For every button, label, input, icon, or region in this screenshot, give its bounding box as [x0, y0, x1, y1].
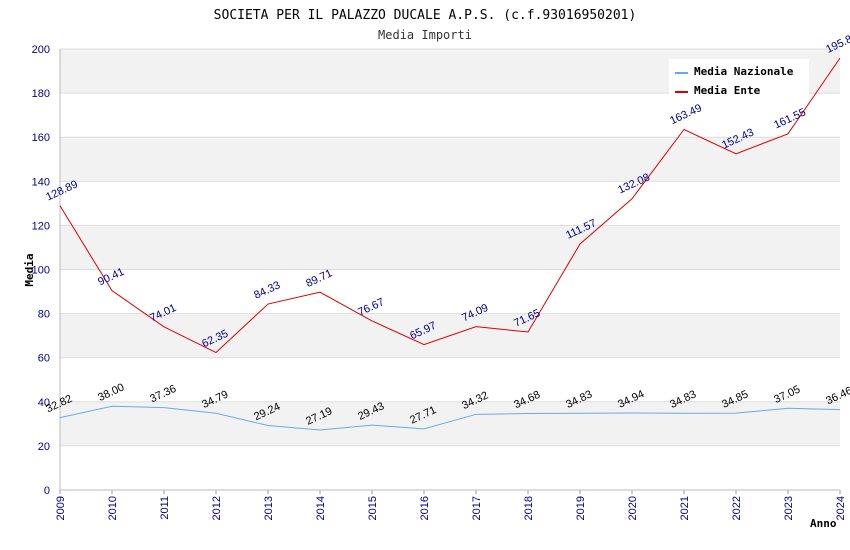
y-tick-label: 60: [38, 353, 50, 365]
y-tick-label: 0: [44, 485, 50, 497]
x-tick-label: 2011: [159, 496, 171, 520]
x-tick-label: 2021: [679, 496, 691, 520]
plot-band: [60, 445, 840, 490]
y-tick-label: 100: [32, 265, 50, 277]
legend: Media Nazionale Media Ente: [669, 59, 809, 100]
y-tick-label: 20: [38, 441, 50, 453]
chart-subtitle: Media Importi: [378, 28, 472, 42]
plot-band: [60, 225, 840, 270]
y-tick-labels: 0 20 40 60 80 100 120 140 160 180 200: [32, 44, 50, 497]
x-tick-labels: 2009 2010 2011 2012 2013 2014 2015 2016 2017 2018…: [55, 496, 847, 520]
plot-band: [60, 401, 840, 446]
y-tick-label: 200: [32, 44, 50, 56]
y-axis-title: Media: [23, 253, 36, 286]
x-tick-label: 2015: [367, 496, 379, 520]
y-tick-label: 180: [32, 88, 50, 100]
x-tick-label: 2009: [55, 496, 67, 520]
x-tick-label: 2019: [575, 496, 587, 520]
x-tick-label: 2023: [783, 496, 795, 520]
x-tick-label: 2020: [627, 496, 639, 520]
x-tick-label: 2017: [471, 496, 483, 520]
data-label-media-ente: 195.87: [824, 31, 850, 56]
legend-label-media-ente: Media Ente: [694, 84, 761, 97]
chart-title: SOCIETA PER IL PALAZZO DUCALE A.P.S. (c.…: [214, 8, 637, 23]
x-tick-label: 2018: [523, 496, 535, 520]
x-tick-label: 2013: [263, 496, 275, 520]
y-tick-label: 40: [38, 397, 50, 409]
x-tick-label: 2016: [419, 496, 431, 520]
series-lines: [59, 57, 841, 431]
plot-band: [60, 181, 840, 226]
x-tick-label: 2010: [107, 496, 119, 520]
axes: [59, 49, 841, 494]
plot-band: [60, 93, 840, 138]
x-tick-label: 2024: [835, 496, 847, 520]
x-tick-label: 2022: [731, 496, 743, 520]
y-tick-label: 120: [32, 220, 50, 232]
y-tick-label: 80: [38, 309, 50, 321]
series-line-media-ente: [59, 57, 841, 354]
legend-box: [669, 59, 809, 100]
plot-band: [60, 269, 840, 314]
plot-band: [60, 357, 840, 402]
plot-bands: [60, 49, 840, 490]
x-tick-label: 2012: [211, 496, 223, 520]
legend-label-media-nazionale: Media Nazionale: [694, 65, 794, 78]
y-tick-label: 160: [32, 132, 50, 144]
x-axis-title: Anno: [810, 517, 837, 530]
plot-band: [60, 137, 840, 182]
y-tick-label: 140: [32, 176, 50, 188]
x-tick-label: 2014: [315, 496, 327, 520]
series-line-media-nazionale: [59, 405, 841, 431]
